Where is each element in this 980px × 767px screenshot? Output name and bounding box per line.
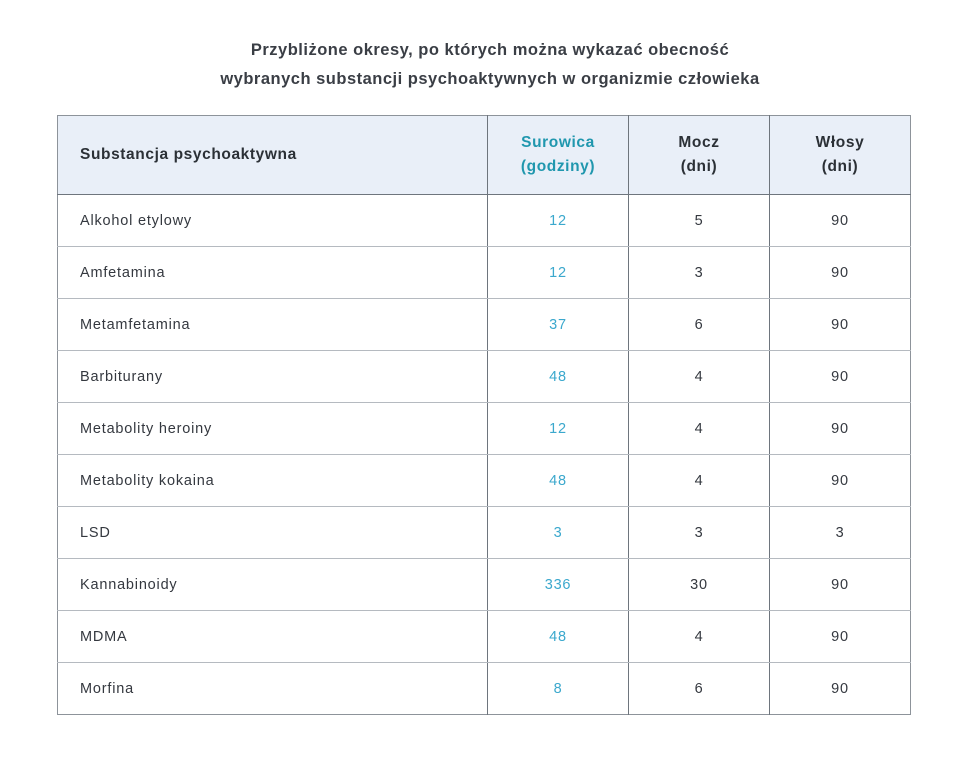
cell-hair-days: 90: [769, 558, 911, 611]
cell-substance-name: Morfina: [57, 662, 488, 715]
table-row: Metabolity kokaina 48 4 90: [57, 454, 911, 507]
column-header-substance: Substancja psychoaktywna: [57, 115, 488, 195]
column-header-urine-label: Mocz: [678, 133, 720, 151]
table-row: Alkohol etylowy 12 5 90: [57, 194, 911, 247]
cell-substance-name: MDMA: [57, 610, 488, 663]
cell-hair-days: 90: [769, 246, 911, 299]
table-row: MDMA 48 4 90: [57, 610, 911, 663]
page-title-line2: wybranych substancji psychoaktywnych w o…: [220, 69, 760, 88]
cell-urine-days: 3: [628, 246, 770, 299]
cell-substance-name: Metamfetamina: [57, 298, 488, 351]
column-header-serum-unit: (godziny): [520, 158, 596, 175]
cell-serum-hours: 12: [487, 402, 629, 455]
cell-substance-name: Metabolity heroiny: [57, 402, 488, 455]
cell-urine-days: 4: [628, 454, 770, 507]
header-row: Substancja psychoaktywna Surowica (godzi…: [57, 115, 911, 195]
column-header-hair-label: Włosy: [815, 133, 865, 151]
cell-urine-days: 4: [628, 350, 770, 403]
column-header-serum-label: Surowica: [521, 133, 595, 151]
cell-urine-days: 5: [628, 194, 770, 247]
cell-serum-hours: 3: [487, 506, 629, 559]
cell-hair-days: 90: [769, 298, 911, 351]
cell-hair-days: 90: [769, 610, 911, 663]
cell-substance-name: Alkohol etylowy: [57, 194, 488, 247]
cell-substance-name: Metabolity kokaina: [57, 454, 488, 507]
table-row: Metabolity heroiny 12 4 90: [57, 402, 911, 455]
cell-serum-hours: 48: [487, 454, 629, 507]
table-row: Amfetamina 12 3 90: [57, 246, 911, 299]
cell-serum-hours: 48: [487, 610, 629, 663]
column-header-hair-unit: (dni): [821, 158, 859, 175]
table-body: Alkohol etylowy 12 5 90 Amfetamina 12 3 90 Metam…: [57, 194, 911, 715]
cell-urine-days: 6: [628, 662, 770, 715]
table-row: Morfina 8 6 90: [57, 662, 911, 715]
cell-serum-hours: 12: [487, 246, 629, 299]
cell-substance-name: LSD: [57, 506, 488, 559]
cell-hair-days: 90: [769, 662, 911, 715]
page-title-line1: Przybliżone okresy, po których można wyk…: [250, 41, 730, 59]
cell-hair-days: 90: [769, 194, 911, 247]
cell-hair-days: 90: [769, 350, 911, 403]
cell-hair-days: 90: [769, 454, 911, 507]
table-row: Metamfetamina 37 6 90: [57, 298, 911, 351]
cell-serum-hours: 336: [487, 558, 629, 611]
cell-substance-name: Barbiturany: [57, 350, 488, 403]
cell-serum-hours: 37: [487, 298, 629, 351]
table-row: Kannabinoidy 336 30 90: [57, 558, 911, 611]
table-header: Substancja psychoaktywna Surowica (godzi…: [57, 115, 911, 195]
column-header-serum: Surowica (godziny): [487, 115, 629, 195]
table-row: LSD 3 3 3: [57, 506, 911, 559]
column-header-hair: Włosy (dni): [769, 115, 911, 195]
substance-detection-table: Substancja psychoaktywna Surowica (godzi…: [57, 115, 911, 715]
column-header-substance-label: Substancja psychoaktywna: [80, 145, 297, 163]
cell-substance-name: Amfetamina: [57, 246, 488, 299]
cell-urine-days: 30: [628, 558, 770, 611]
cell-urine-days: 6: [628, 298, 770, 351]
cell-substance-name: Kannabinoidy: [57, 558, 488, 611]
cell-urine-days: 4: [628, 402, 770, 455]
page-title: Przybliżone okresy, po których można wyk…: [0, 36, 980, 94]
cell-serum-hours: 8: [487, 662, 629, 715]
cell-urine-days: 3: [628, 506, 770, 559]
column-header-urine: Mocz (dni): [628, 115, 770, 195]
column-header-urine-unit: (dni): [680, 158, 718, 175]
cell-hair-days: 3: [769, 506, 911, 559]
cell-urine-days: 4: [628, 610, 770, 663]
cell-hair-days: 90: [769, 402, 911, 455]
cell-serum-hours: 12: [487, 194, 629, 247]
table-row: Barbiturany 48 4 90: [57, 350, 911, 403]
cell-serum-hours: 48: [487, 350, 629, 403]
